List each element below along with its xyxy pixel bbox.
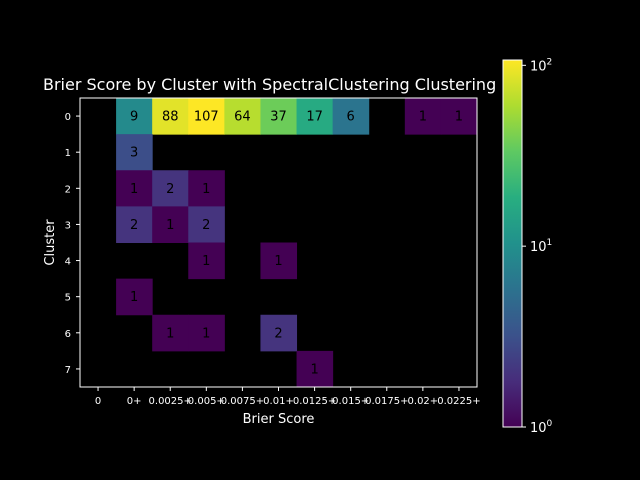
colorbar-tick-exponent: 1 [547, 238, 553, 248]
heatmap-cell [188, 206, 225, 244]
heatmap-cell-labels: 9 88 107 64 37 17 6 1 1 3 1 2 1 2 1 2 1 1 1 1 1 2 1 [130, 110, 463, 378]
x-tick-label: 0+ [127, 396, 142, 407]
heatmap-cell [260, 242, 298, 280]
heatmap-cell [260, 98, 298, 135]
heatmap-cell [152, 314, 189, 352]
heatmap-cell [440, 98, 478, 135]
heatmap-cell [332, 98, 370, 135]
cell-value-label: 88 [162, 110, 179, 125]
heatmap-cell [116, 206, 153, 244]
cell-value-label: 17 [306, 110, 323, 125]
cell-value-label: 1 [202, 326, 210, 341]
x-tick-label: 0.0225+ [437, 396, 480, 407]
y-axis-label: Cluster [43, 219, 58, 266]
x-axis-label: Brier Score [243, 412, 315, 427]
heatmap-cell [152, 206, 189, 244]
heatmap-cell [116, 278, 153, 316]
x-tick-label: 0 [95, 396, 101, 407]
heatmap-cell [188, 242, 225, 280]
cell-value-label: 1 [202, 254, 210, 269]
heatmap-cell [188, 98, 225, 135]
y-tick-label: 0 [65, 112, 71, 123]
heatmap-cell [116, 170, 153, 207]
heatmap-cell [296, 98, 334, 135]
heatmap-cell [296, 350, 334, 388]
colorbar-tick-exponent: 0 [547, 419, 553, 429]
x-tick-label: 0.005+ [188, 396, 225, 407]
x-tick-label: 0.02+ [408, 396, 439, 407]
cell-value-label: 3 [130, 146, 138, 161]
cell-value-label: 64 [234, 110, 251, 125]
x-tick-label: 0.0175+ [365, 396, 408, 407]
cell-value-label: 1 [166, 218, 174, 233]
heatmap-cell [116, 134, 153, 171]
heatmap-cell [224, 98, 261, 135]
x-axis-ticks: 0 0+ 0.0025+0.005+0.0075+ 0.01+ 0.0125+0.015… [95, 387, 481, 407]
x-tick-label: 0.0075+ [221, 396, 264, 407]
cell-value-label: 1 [455, 110, 463, 125]
title-clip-mask [503, 60, 640, 100]
colorbar-tick-exponent: 2 [547, 57, 553, 67]
colorbar [502, 59, 523, 428]
cell-value-label: 1 [166, 326, 174, 341]
cell-value-label: 2 [130, 218, 138, 233]
heatmap-cells [116, 98, 478, 388]
heatmap-cell [260, 314, 298, 352]
cell-value-label: 1 [130, 182, 138, 197]
heatmap-cell [152, 98, 189, 135]
cell-value-label: 1 [419, 110, 427, 125]
cell-value-label: 107 [194, 110, 219, 125]
heatmap-cell [116, 98, 153, 135]
x-tick-label: 0.015+ [332, 396, 369, 407]
cell-value-label: 2 [274, 326, 282, 341]
cell-value-label: 2 [166, 182, 174, 197]
x-tick-label: 0.0025+ [149, 396, 192, 407]
y-tick-label: 5 [65, 293, 71, 304]
y-tick-label: 2 [65, 184, 71, 195]
cell-value-label: 1 [130, 290, 138, 305]
y-tick-label: 6 [65, 329, 71, 340]
cell-value-label: 6 [347, 110, 355, 125]
heatmap-cell [188, 170, 225, 207]
cell-value-label: 9 [130, 110, 138, 125]
y-tick-label: 4 [65, 257, 71, 268]
heatmap-cell [404, 98, 442, 135]
chart-title: Brier Score by Cluster with SpectralClus… [43, 75, 496, 94]
cell-value-label: 37 [270, 110, 287, 125]
cell-value-label: 2 [202, 218, 210, 233]
heatmap-cell [152, 170, 189, 207]
x-tick-label: 0.01+ [263, 396, 294, 407]
heatmap-cell [188, 314, 225, 352]
y-tick-label: 3 [65, 220, 71, 231]
y-tick-label: 7 [65, 365, 71, 376]
colorbar-tick-label: 100 [530, 419, 553, 436]
cell-value-label: 1 [202, 182, 210, 197]
colorbar-tick-label: 101 [530, 238, 552, 255]
cell-value-label: 1 [310, 362, 318, 377]
cell-value-label: 1 [274, 254, 282, 269]
y-tick-label: 1 [65, 148, 71, 159]
x-tick-label: 0.0125+ [293, 396, 336, 407]
y-axis-ticks: 0 1 2 3 4 5 6 7 [65, 112, 80, 376]
